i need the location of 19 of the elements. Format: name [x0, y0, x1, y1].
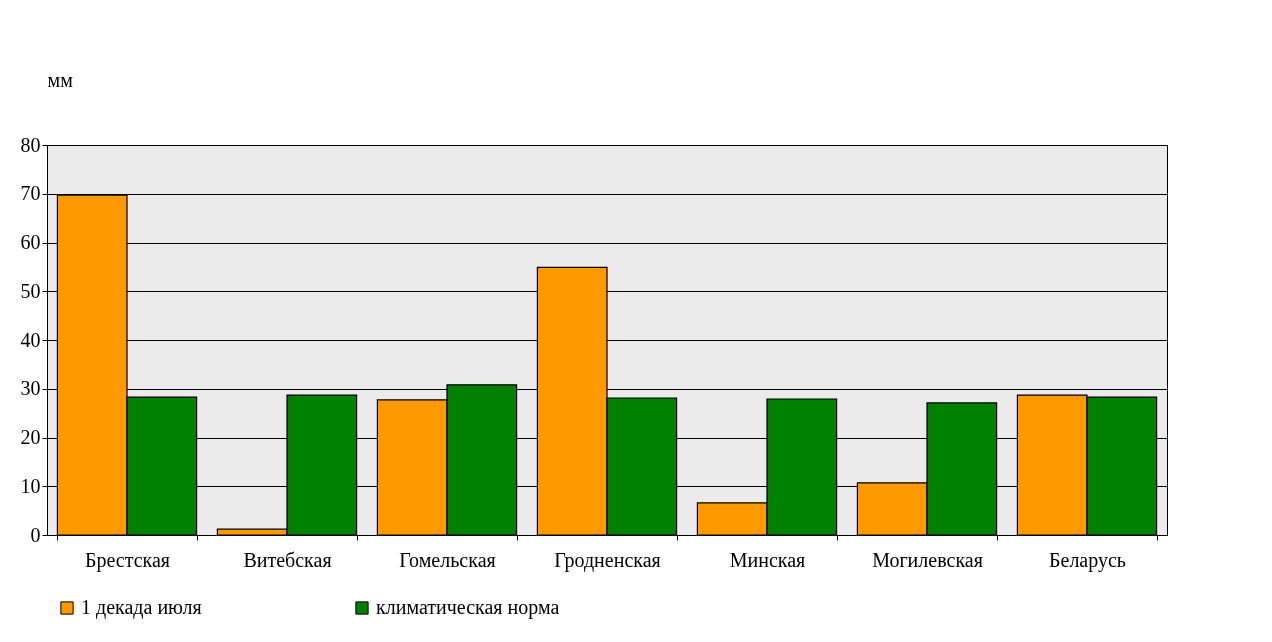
- legend-label: 1 декада июля: [81, 596, 202, 619]
- y-tick-label: 0: [30, 523, 41, 546]
- y-axis-title: мм: [47, 68, 74, 91]
- y-tick-label: 10: [20, 474, 41, 497]
- y-tick-label: 30: [20, 377, 41, 400]
- x-tick-label: Гомельская: [399, 548, 496, 571]
- y-tick-label: 40: [20, 328, 41, 351]
- y-tick-label: 20: [20, 426, 41, 448]
- y-tick-label: 80: [20, 133, 41, 156]
- x-tick-label: Витебская: [243, 548, 332, 571]
- y-tick-label: 70: [20, 182, 41, 205]
- x-tick-label: Гродненская: [554, 548, 661, 572]
- x-tick-label: Брестская: [84, 548, 171, 572]
- x-tick-label: Беларусь: [1049, 548, 1126, 572]
- y-tick-label: 60: [20, 231, 41, 253]
- y-tick-label: 50: [20, 279, 41, 302]
- x-tick-label: Могилевская: [872, 548, 983, 571]
- legend-label: климатическая норма: [376, 596, 560, 619]
- x-tick-label: Минская: [729, 548, 806, 571]
